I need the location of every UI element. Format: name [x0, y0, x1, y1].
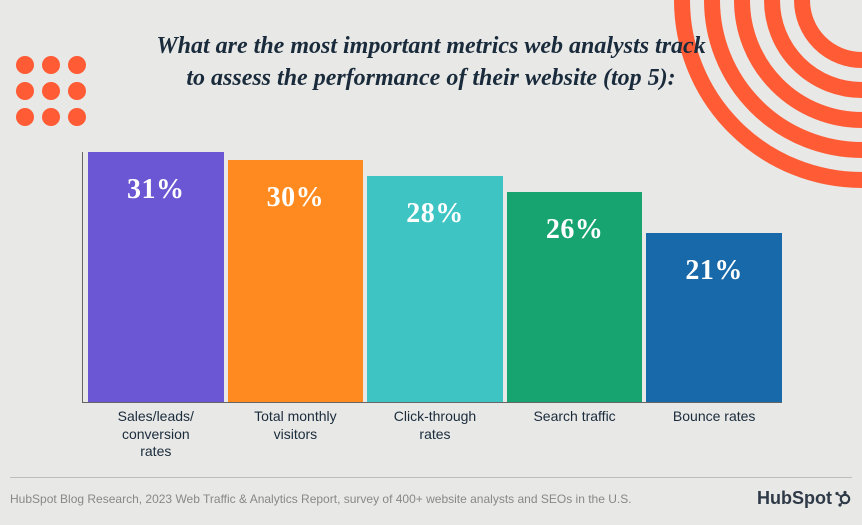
bar-category-label: Total monthlyvisitors [228, 408, 364, 461]
bar-chart: 31%30%28%26%21% Sales/leads/conversionra… [82, 152, 782, 432]
bar-category-label: Click-throughrates [367, 408, 503, 461]
bar-value-label: 31% [88, 174, 224, 206]
bar: 26% [507, 192, 643, 402]
x-axis [82, 402, 782, 403]
bar: 28% [367, 176, 503, 402]
bar: 31% [88, 152, 224, 402]
bar-value-label: 26% [507, 214, 643, 246]
footer-divider [10, 477, 852, 478]
hubspot-logo-icon [834, 490, 852, 508]
bar-category-label: Sales/leads/conversionrates [88, 408, 224, 461]
footer-source-text: HubSpot Blog Research, 2023 Web Traffic … [10, 492, 632, 506]
bar: 30% [228, 160, 364, 402]
hubspot-logo: HubSpot [757, 488, 852, 509]
bar-category-label: Bounce rates [646, 408, 782, 461]
bar: 21% [646, 233, 782, 402]
bar-value-label: 21% [646, 255, 782, 287]
logo-text: HubSpot [757, 488, 832, 509]
bar-category-label: Search traffic [507, 408, 643, 461]
bar-value-label: 30% [228, 182, 364, 214]
decorative-dots-grid [16, 56, 86, 126]
chart-title: What are the most important metrics web … [151, 30, 711, 95]
bar-value-label: 28% [367, 198, 503, 230]
